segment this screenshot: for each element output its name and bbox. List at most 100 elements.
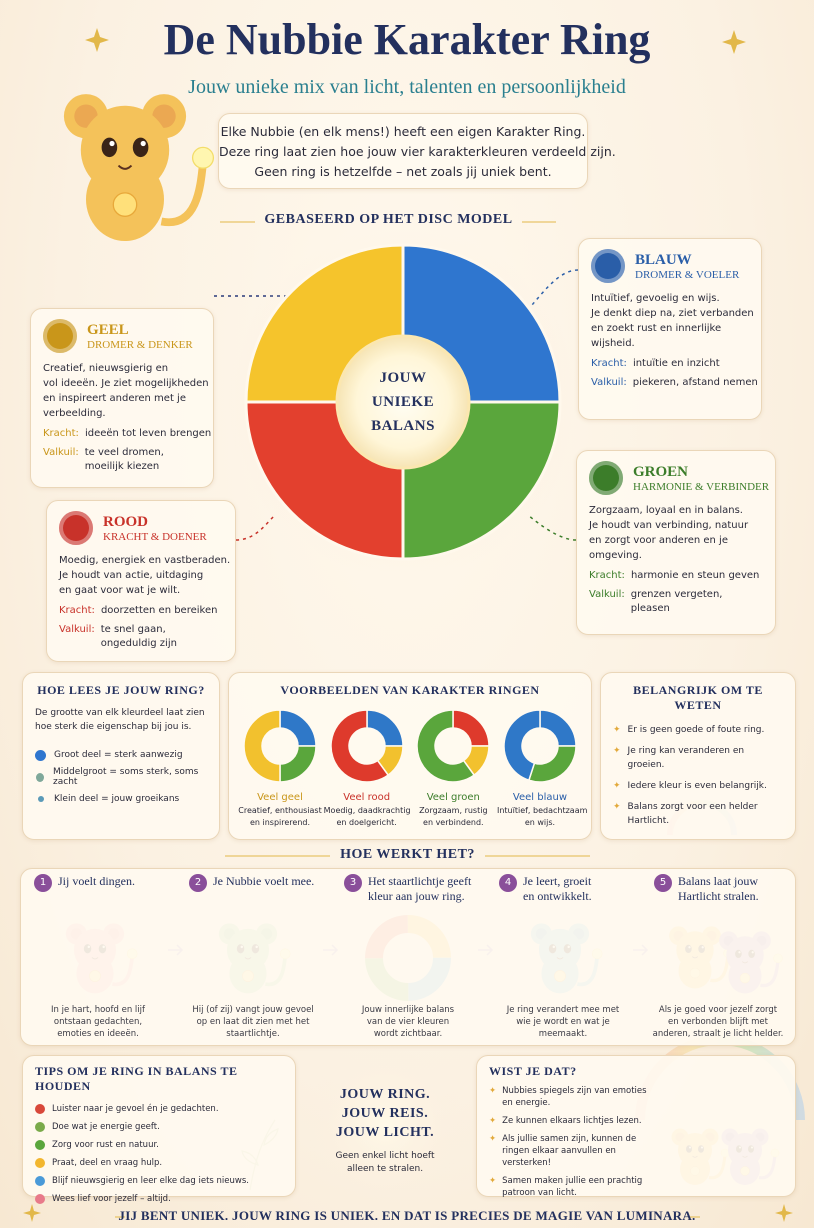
star: ✦: [613, 802, 621, 812]
example-description: Intuïtief, bedachtzaam en wijs.: [497, 805, 587, 829]
example: Veel geel Creatief, enthousiast en inspire…: [237, 702, 323, 829]
example-description: Creatief, enthousiast en inspirerend.: [237, 805, 323, 829]
center-line: UNIEKE: [371, 394, 435, 410]
pitfall-text: te snel gaan, ongeduldig zijn: [101, 623, 177, 651]
strength-text: ideeën tot leven brengen: [85, 427, 211, 441]
description-line: Zorgzaam, loyaal en in balans.: [589, 505, 743, 516]
tips-heading: TIPS OM JE RING IN BALANS TE HOUDEN: [35, 1064, 238, 1093]
step-number: 3: [344, 874, 362, 892]
step-text-line: op en laat dit zien met het: [196, 1017, 310, 1027]
intro-line: Geen ring is hetzelfde – net zoals jij u…: [254, 164, 552, 179]
step-text: Hij (of zij) vangt jouw gevoel op en laat…: [179, 1004, 327, 1040]
mascot: [63, 94, 215, 241]
tip-text: Doe wat je energie geeft.: [52, 1122, 160, 1132]
legend-text: Klein deel = jouw groeikans: [54, 794, 180, 804]
tip: Wees lief voor jezelf – altijd.: [35, 1190, 283, 1208]
strength-line: ideeën tot leven brengen: [84, 428, 212, 439]
ring-segment: [539, 709, 577, 747]
ring-segment: [279, 709, 317, 747]
legend-item: Middelgroot = soms sterk, soms zacht: [35, 766, 207, 788]
tip: Luister naar je gevoel én je gedachten.: [35, 1100, 283, 1118]
title: De Nubbie Karakter Ring: [163, 15, 651, 64]
example-line: Zorgzaam, rustig: [419, 806, 488, 815]
color-name: GROEN: [633, 463, 689, 480]
legend-dot: [36, 772, 45, 782]
description-line: en zorgt voor anderen en je: [589, 535, 728, 546]
color-card: ROOD KRACHT & DOENER Moedig, energiek en v…: [46, 500, 236, 662]
example-ring: [416, 709, 491, 783]
strength-text: harmonie en steun geven: [631, 569, 759, 583]
card-row: Valkuil: grenzen vergeten, pleasen: [589, 588, 763, 616]
example: Veel blauw Intuïtief, bedachtzaam en wijs.: [497, 702, 587, 829]
examples-heading: VOORBEELDEN VAN KARAKTER RINGEN: [280, 683, 540, 697]
color-name: ROOD: [103, 513, 148, 530]
step-title: Je leert, groeit en ontwikkelt.: [523, 874, 592, 904]
card-row: Kracht: intuïtie en inzicht: [591, 357, 749, 371]
description-line: wijsheid.: [591, 338, 635, 349]
example-description: Zorgzaam, rustig en verbindend.: [410, 805, 496, 829]
star: ✦: [613, 746, 621, 756]
step-text-line: van de vier kleuren: [366, 1017, 450, 1027]
step-text-line: Je ring verandert mee met: [506, 1005, 620, 1015]
important-item: ✦ Balans zorgt voor een helder Hartlicht.: [613, 800, 783, 828]
tip-text: Zorg voor rust en natuur.: [52, 1140, 159, 1150]
pitfall-line: moeilijk kiezen: [84, 461, 160, 472]
step-title-line: en ontwikkelt.: [523, 889, 592, 903]
card-row: Valkuil: te snel gaan, ongeduldig zijn: [59, 623, 223, 651]
card-row: Valkuil: piekeren, afstand nemen: [591, 376, 758, 390]
step-header: 3 Het staartlichtje geeft kleur aan jouw r…: [334, 874, 482, 904]
legend-text-line: hoe sterk die eigenschap bij jou is.: [35, 722, 192, 732]
step-text-line: ontstaan gedachten,: [53, 1017, 143, 1027]
tip-icon: [35, 1176, 45, 1186]
legend-text-line: De grootte van elk kleurdeel laat zien: [35, 708, 205, 718]
description-line: Je houdt van actie, uitdaging: [59, 570, 204, 581]
strength-label: Kracht:: [591, 358, 627, 369]
subtitle: Jouw unieke mix van licht, talenten en p…: [188, 76, 626, 98]
step-text-line: meemaakt.: [538, 1029, 588, 1039]
tip-icon: [35, 1158, 45, 1168]
example-label: Veel rood: [343, 792, 391, 803]
step-header: 5 Balans laat jouw Hartlicht stralen.: [644, 874, 792, 904]
center-line: BALANS: [371, 418, 435, 434]
step-title: Jij voelt dingen.: [58, 874, 135, 889]
tip-text: Wees lief voor jezelf – altijd.: [52, 1194, 171, 1204]
pitfall-line: pleasen: [630, 603, 670, 614]
strength-text: doorzetten en bereiken: [101, 604, 218, 618]
legend-item: Klein deel = jouw groeikans: [35, 788, 207, 810]
disc-heading: GEBASEERD OP HET DISC MODEL: [264, 212, 513, 227]
center-line: JOUW: [379, 370, 427, 386]
strength-label: Kracht:: [59, 605, 95, 616]
ring-segment: [527, 745, 577, 783]
color-card: BLAUW DROMER & VOELER Intuïtief, gevoelig …: [578, 238, 762, 420]
description-line: verbeelding.: [43, 408, 106, 419]
important-box: BELANGRIJK OM TE WETEN ✦ Er is geen goede …: [600, 672, 796, 840]
legend-heading: HOE LEES JE JOUW RING?: [37, 683, 205, 697]
step-text: Als je goed voor jezelf zorgt en verbonde…: [644, 1004, 792, 1040]
color-role: HARMONIE & VERBINDER: [633, 480, 770, 493]
pitfall-line: grenzen vergeten,: [630, 589, 723, 600]
step-header: 1 Jij voelt dingen.: [24, 874, 172, 892]
tip: Blijf nieuwsgierig en leer elke dag iets…: [35, 1172, 283, 1190]
step-text: Jouw innerlijke balans van de vier kleure…: [334, 1004, 482, 1040]
fact: ✦ Samen maken jullie een prachtig patroon…: [489, 1175, 657, 1199]
pitfall-label: Valkuil:: [59, 624, 95, 635]
step-text-line: emoties en ideeën.: [57, 1029, 139, 1039]
legend-text: De grootte van elk kleurdeel laat zien ho…: [35, 706, 207, 734]
ring-segment: [243, 709, 281, 783]
legend-box: HOE LEES JE JOUW RING? De grootte van elk…: [22, 672, 220, 840]
strength-label: Kracht:: [589, 570, 625, 581]
mascot-eye: [132, 137, 149, 158]
step-title-line: kleur aan jouw ring.: [368, 889, 465, 903]
step-text-line: en verbonden blijft met: [668, 1017, 768, 1027]
example: Veel rood Moedig, daadkrachtig en doelgeri…: [324, 702, 411, 829]
ring-segment: [503, 709, 541, 782]
step-title: Het staartlichtje geeft kleur aan jouw ri…: [368, 874, 471, 904]
motto-text: Geen enkel licht hoeft alleen te stralen.: [305, 1150, 465, 1176]
color-card: GEEL DROMER & DENKER Creatief, nieuwsgieri…: [30, 308, 214, 488]
example-label: Veel blauw: [512, 792, 568, 803]
fact-text: Samen maken jullie een prachtig patroon …: [502, 1176, 643, 1198]
card-row: Kracht: harmonie en steun geven: [589, 569, 763, 583]
motto-line: JOUW LICHT.: [335, 1125, 435, 1140]
step-title: Balans laat jouw Hartlicht stralen.: [678, 874, 759, 904]
